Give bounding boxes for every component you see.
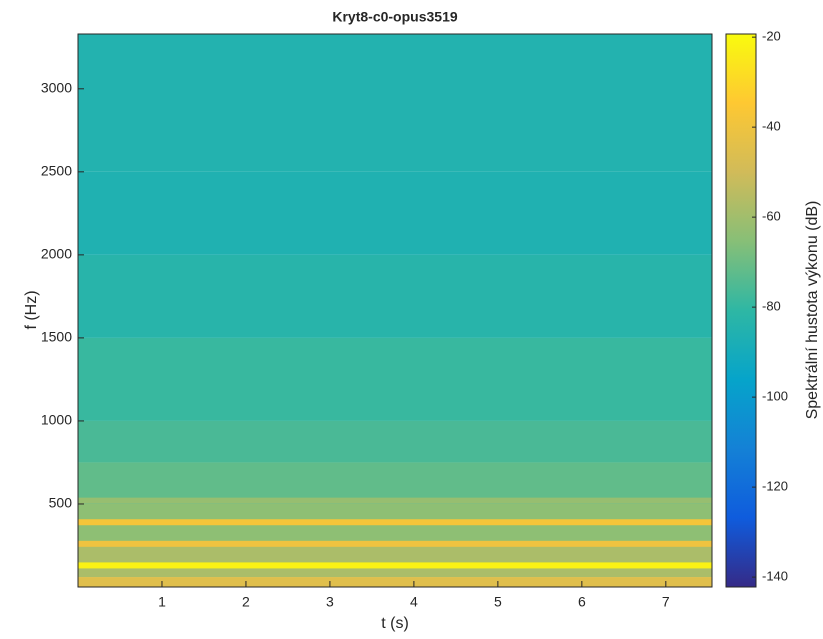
spectrum-band — [78, 171, 712, 255]
colorbar-tick-label: -80 — [762, 299, 781, 314]
y-tick-label: 3000 — [41, 80, 72, 96]
colorbar — [725, 33, 757, 588]
spectrum-band — [78, 462, 712, 504]
x-tick-label: 5 — [494, 594, 502, 610]
y-tick-label: 1000 — [41, 412, 72, 428]
x-tick-label: 4 — [410, 594, 418, 610]
y-axis-label: f (Hz) — [23, 290, 40, 329]
colorbar-tick-label: -140 — [762, 569, 788, 584]
colorbar-tick-label: -40 — [762, 119, 781, 134]
harmonic-line — [78, 562, 712, 569]
y-tick-label: 500 — [49, 495, 73, 511]
y-tick-label: 2500 — [41, 163, 72, 179]
y-tick-label: 1500 — [41, 329, 72, 345]
x-tick-label: 6 — [578, 594, 586, 610]
x-tick-label: 3 — [326, 594, 334, 610]
harmonic-line — [78, 519, 712, 526]
harmonic-line — [78, 497, 712, 504]
spectrum-band — [78, 420, 712, 463]
spectrum-band — [78, 254, 712, 338]
colorbar-tick-label: -20 — [762, 29, 781, 44]
colorbar-tick-label: -60 — [762, 209, 781, 224]
spectrum-band — [78, 337, 712, 421]
y-tick-label: 2000 — [41, 246, 72, 262]
x-tick-label: 1 — [158, 594, 166, 610]
plot-frame — [77, 33, 713, 588]
colorbar-label: Spektrální hustota výkonu (dB) — [804, 201, 821, 420]
x-axis-label: t (s) — [381, 615, 409, 632]
spectrum-band — [78, 34, 712, 172]
chart-title: Kryt8-c0-opus3519 — [332, 9, 457, 25]
spectrum-band — [78, 577, 712, 587]
colorbar-tick-label: -100 — [762, 389, 788, 404]
spectrum-band — [78, 545, 712, 578]
x-tick-label: 2 — [242, 594, 250, 610]
harmonic-line — [78, 540, 712, 547]
x-tick-label: 7 — [662, 594, 670, 610]
colorbar-tick-label: -120 — [762, 479, 788, 494]
